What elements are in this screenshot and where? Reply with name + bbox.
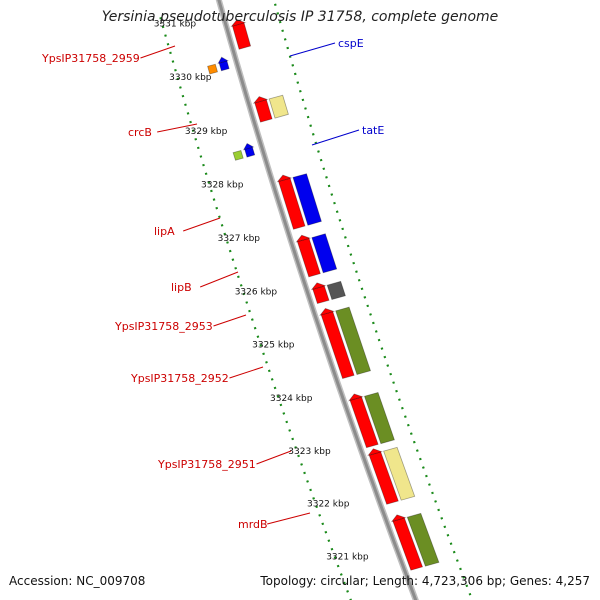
- leader-line-tatE: [311, 129, 360, 146]
- gene-arrow-3-head: [295, 234, 312, 243]
- scale-label-1: 3330 kbp: [169, 73, 212, 83]
- gene-label-YpsIP31758_2951: YpsIP31758_2951: [157, 458, 256, 471]
- gene-bar-1: [268, 94, 289, 119]
- backbone-line: [217, 0, 418, 600]
- gene-arrow-8-head: [390, 514, 407, 523]
- gene-label-mrdB: mrdB: [238, 518, 268, 531]
- leader-line-YpsIP31758_2953: [213, 314, 247, 327]
- scale-label-3: 3328 kbp: [201, 181, 244, 191]
- scale-label-7: 3324 kbp: [270, 394, 313, 404]
- gene-bar-3: [311, 233, 338, 274]
- scale-label-8: 3323 kbp: [288, 447, 331, 457]
- gene-arrow-1-head: [252, 96, 269, 104]
- accession-text: Accession: NC_009708: [9, 574, 146, 588]
- leader-line-YpsIP31758_2959: [140, 45, 176, 59]
- leader-line-YpsIP31758_2951: [256, 450, 292, 465]
- gene-label-lipA: lipA: [154, 225, 175, 238]
- gene-arrow-2: [278, 177, 306, 230]
- scale-label-4: 3327 kbp: [218, 234, 261, 244]
- gene-bar-4: [326, 280, 346, 300]
- leader-line-cspE: [289, 42, 336, 57]
- gene-label-lipB: lipB: [171, 281, 192, 294]
- inner-track: [272, 0, 472, 596]
- gene-label-YpsIP31758_2952: YpsIP31758_2952: [130, 372, 229, 385]
- leader-line-lipB: [200, 271, 239, 288]
- gene-label-tatE: tatE: [362, 124, 384, 137]
- leader-line-mrdB: [267, 512, 311, 525]
- gene-arrow-0: [232, 22, 252, 50]
- scale-label-0: 3331 kbp: [154, 19, 197, 29]
- scale-label-9: 3322 kbp: [307, 500, 350, 510]
- gene-arrow-4-head: [310, 282, 327, 291]
- gene-arrow-1: [254, 99, 273, 123]
- gene-arrow-6-head: [348, 393, 364, 402]
- map-title: Yersinia pseudotuberculosis IP 31758, co…: [101, 9, 499, 25]
- gene-arrow-7-head: [367, 448, 384, 457]
- leader-line-lipA: [183, 217, 221, 232]
- gene-tatE: [232, 150, 244, 161]
- genome-summary-text: Topology: circular; Length: 4,723,306 bp…: [260, 574, 590, 588]
- gene-bar-7: [383, 446, 416, 501]
- leader-line-YpsIP31758_2952: [229, 366, 264, 379]
- gene-label-YpsIP31758_2953: YpsIP31758_2953: [114, 320, 213, 333]
- gene-bar-2: [292, 173, 322, 226]
- gene-bar-5: [335, 306, 372, 375]
- gene-arrow-0-head: [230, 19, 247, 28]
- gene-arrow-7: [368, 451, 399, 505]
- scale-label-2: 3329 kbp: [185, 127, 228, 137]
- gene-bar-6: [363, 392, 395, 445]
- gene-label-cspE: cspE: [338, 37, 364, 50]
- gene-label-YpsIP31758_2959: YpsIP31758_2959: [41, 52, 140, 65]
- gene-tatE-left-head: [242, 142, 255, 151]
- gene-bar-8: [406, 512, 440, 567]
- scale-label-5: 3326 kbp: [235, 287, 278, 297]
- scale-label-6: 3325 kbp: [252, 341, 295, 351]
- gene-arrow-5-head: [319, 308, 336, 316]
- gene-cspE-left-head: [217, 56, 229, 65]
- gene-cspE: [207, 63, 218, 75]
- gene-arrow-2-head: [276, 174, 293, 183]
- leader-line-crcB: [157, 123, 198, 133]
- gene-arrow-5: [320, 311, 355, 379]
- gene-label-crcB: crcB: [128, 126, 152, 139]
- scale-label-10: 3321 kbp: [326, 553, 369, 563]
